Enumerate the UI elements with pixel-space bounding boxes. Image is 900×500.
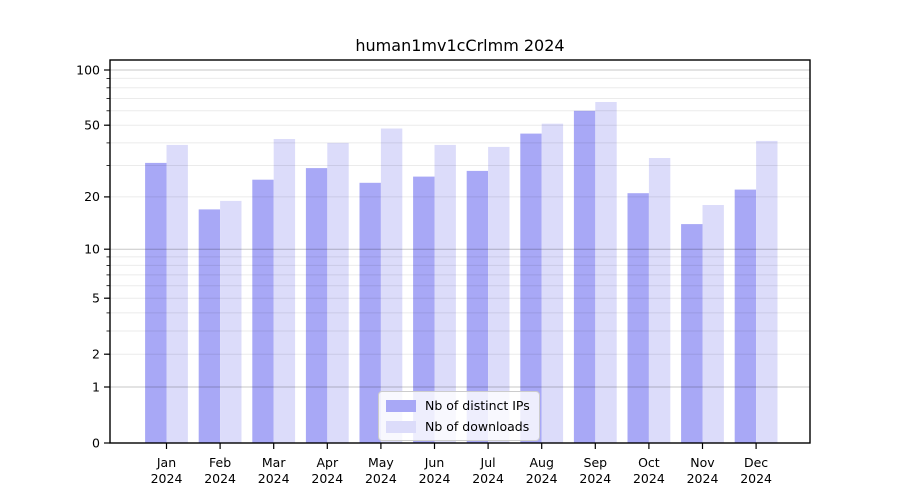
bar-oct-downloads	[648, 158, 671, 443]
x-tick-label-month: Jul	[480, 455, 496, 470]
x-tick-label-month: Feb	[209, 455, 231, 470]
bar-apr-distinct-ips	[305, 168, 328, 443]
x-tick-label-month: Nov	[690, 455, 715, 470]
bar-jan-downloads	[166, 144, 188, 443]
bar-sep-distinct-ips	[573, 110, 596, 444]
y-tick-label: 10	[84, 242, 100, 257]
x-tick-label-year: 2024	[419, 471, 451, 486]
x-tick-label-year: 2024	[204, 471, 236, 486]
legend-item-downloads: Nb of downloads	[386, 418, 530, 435]
x-tick-label-month: Aug	[529, 455, 553, 470]
bar-jun-distinct-ips	[413, 176, 435, 443]
bar-may-downloads	[380, 128, 403, 443]
x-tick-label-month: Jun	[424, 455, 445, 470]
x-tick-label-month: Sep	[584, 455, 608, 470]
x-tick-label-year: 2024	[526, 471, 558, 486]
x-tick-label-month: Apr	[316, 455, 338, 470]
y-tick-label: 20	[84, 189, 100, 204]
bar-feb-distinct-ips	[198, 209, 221, 443]
x-tick-label-year: 2024	[151, 471, 183, 486]
bar-mar-distinct-ips	[252, 179, 274, 443]
x-tick-label-year: 2024	[633, 471, 665, 486]
legend-swatch-distinct-ips	[386, 399, 416, 412]
plot-border	[109, 59, 811, 444]
x-tick-label-year: 2024	[365, 471, 397, 486]
bar-jul-downloads	[488, 146, 510, 443]
x-tick-label-month: Oct	[638, 455, 660, 470]
bar-jun-downloads	[434, 144, 456, 443]
bar-mar-downloads	[273, 139, 296, 443]
legend-label-downloads: Nb of downloads	[425, 419, 530, 434]
y-tick-label: 100	[76, 62, 100, 77]
y-tick-label: 5	[92, 291, 100, 306]
bar-sep-downloads	[595, 102, 617, 443]
x-tick-label-month: Dec	[744, 455, 768, 470]
legend: Nb of distinct IPs Nb of downloads	[378, 391, 540, 441]
bar-may-distinct-ips	[359, 182, 381, 444]
x-tick-label-month: Mar	[262, 455, 286, 470]
y-tick-label: 2	[92, 347, 100, 362]
legend-swatch-downloads	[386, 420, 416, 433]
bar-oct-distinct-ips	[627, 193, 649, 443]
y-tick-label: 0	[92, 435, 100, 450]
x-tick-label-month: Jan	[156, 455, 176, 470]
x-tick-label-year: 2024	[687, 471, 719, 486]
bar-nov-distinct-ips	[681, 224, 703, 443]
chart-title: human1mv1cCrlmm 2024	[355, 36, 565, 55]
x-tick-label-year: 2024	[258, 471, 290, 486]
x-tick-label-year: 2024	[472, 471, 504, 486]
y-tick-label: 50	[84, 118, 100, 133]
bar-jul-distinct-ips	[466, 170, 489, 443]
x-tick-label-year: 2024	[740, 471, 772, 486]
bar-dec-distinct-ips	[734, 189, 757, 443]
legend-item-distinct-ips: Nb of distinct IPs	[386, 397, 530, 414]
y-tick-label: 1	[92, 379, 100, 394]
bar-aug-downloads	[541, 123, 564, 443]
x-tick-label-year: 2024	[311, 471, 343, 486]
x-tick-label-month: May	[368, 455, 394, 470]
x-tick-label-year: 2024	[579, 471, 611, 486]
bar-nov-downloads	[702, 205, 724, 443]
bar-jan-distinct-ips	[145, 162, 167, 443]
bar-feb-downloads	[220, 200, 242, 443]
legend-label-distinct-ips: Nb of distinct IPs	[425, 398, 530, 413]
bar-apr-downloads	[327, 142, 349, 443]
bar-dec-downloads	[756, 140, 778, 443]
bar-aug-distinct-ips	[520, 133, 542, 443]
